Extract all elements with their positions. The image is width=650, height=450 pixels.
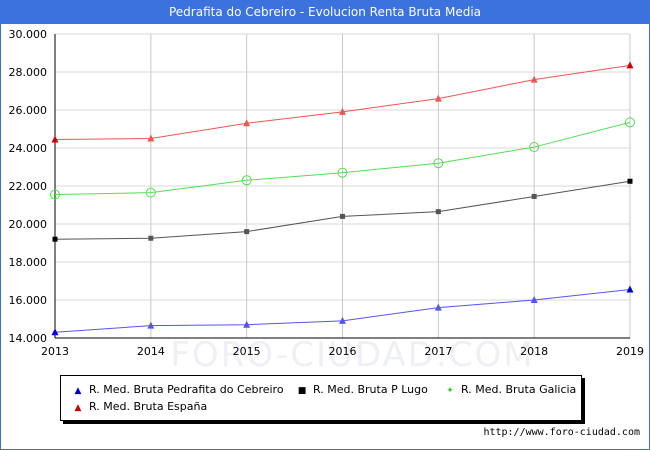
x-tick-label: 2014 <box>137 345 165 358</box>
data-point <box>434 94 442 102</box>
data-point <box>337 167 348 178</box>
y-tick-label: 30.000 <box>9 28 48 41</box>
y-tick-label: 20.000 <box>9 218 48 231</box>
x-tick-label: 2015 <box>233 345 261 358</box>
y-tick-label: 18.000 <box>9 256 48 269</box>
data-point <box>51 328 59 336</box>
data-point <box>529 142 540 153</box>
diamond-marker-icon: ✦ <box>446 386 454 396</box>
data-point <box>339 107 346 115</box>
data-point <box>531 193 537 199</box>
legend-label-pedrafita: R. Med. Bruta Pedrafita do Cebreiro <box>89 383 284 396</box>
x-tick-label: 2019 <box>616 345 644 358</box>
data-point <box>339 316 346 324</box>
x-tick-label: 2017 <box>424 345 452 358</box>
data-point <box>148 235 154 241</box>
watermark: FORO-CIUDAD.COM <box>170 335 534 375</box>
triangle-marker-icon: ▲ <box>74 386 82 396</box>
data-point <box>625 117 635 128</box>
data-point <box>340 213 345 219</box>
data-point <box>145 187 156 198</box>
data-point <box>433 158 444 169</box>
data-point <box>530 75 538 83</box>
data-point <box>147 321 155 329</box>
data-point <box>627 178 633 184</box>
data-point <box>241 175 252 186</box>
data-point <box>434 303 442 311</box>
chart-title: Pedrafita do Cebreiro - Evolucion Renta … <box>0 0 650 24</box>
y-tick-label: 28.000 <box>9 66 48 79</box>
data-point <box>147 134 155 142</box>
x-tick-label: 2016 <box>329 345 357 358</box>
legend-item-espana: ▲ R. Med. Bruta España <box>73 400 208 415</box>
data-point <box>243 320 251 328</box>
series-line-2 <box>54 121 631 196</box>
y-tick-label: 26.000 <box>9 104 48 117</box>
data-point <box>243 119 251 127</box>
data-point <box>51 135 59 143</box>
data-point <box>626 285 634 293</box>
y-tick-label: 22.000 <box>9 180 48 193</box>
source-url[interactable]: http://www.foro-ciudad.com <box>483 427 640 438</box>
legend-item-pedrafita: ▲ R. Med. Bruta Pedrafita do Cebreiro <box>73 383 284 398</box>
legend: ▲ R. Med. Bruta Pedrafita do Cebreiro ■ R.… <box>60 375 582 421</box>
x-tick-label: 2018 <box>520 345 548 358</box>
data-point <box>530 296 538 303</box>
data-point <box>435 209 441 215</box>
square-marker-icon: ■ <box>297 386 307 396</box>
y-tick-label: 24.000 <box>9 142 48 155</box>
triangle-marker-icon: ▲ <box>74 403 82 413</box>
legend-label-lugo: R. Med. Bruta P Lugo <box>313 383 428 396</box>
data-point <box>626 61 634 69</box>
y-tick-label: 16.000 <box>9 294 48 307</box>
y-tick-label: 14.000 <box>9 332 48 345</box>
legend-label-espana: R. Med. Bruta España <box>89 400 208 413</box>
data-point <box>244 229 250 235</box>
x-tick-label: 2013 <box>41 345 69 358</box>
data-point <box>50 189 60 200</box>
legend-item-galicia: ✦ R. Med. Bruta Galicia <box>445 383 576 398</box>
legend-label-galicia: R. Med. Bruta Galicia <box>461 383 577 396</box>
data-point <box>52 236 58 242</box>
legend-item-lugo: ■ R. Med. Bruta P Lugo <box>297 383 428 398</box>
